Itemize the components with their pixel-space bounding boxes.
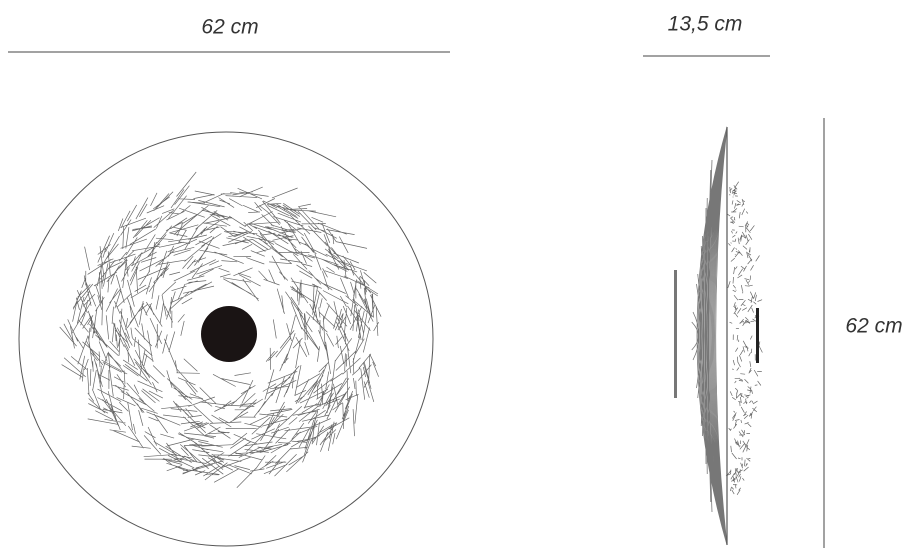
side-view — [691, 126, 763, 546]
outer-disc — [18, 131, 434, 547]
side-source — [756, 308, 759, 363]
light-source — [201, 306, 257, 362]
side-nest — [725, 181, 763, 495]
nest-front — [59, 171, 382, 488]
width-label: 62 cm — [201, 16, 258, 39]
height-label: 62 cm — [845, 315, 902, 338]
depth-label: 13,5 cm — [668, 13, 743, 36]
mount — [674, 270, 677, 398]
side-ribs — [691, 126, 728, 546]
nest-lines — [59, 171, 382, 488]
